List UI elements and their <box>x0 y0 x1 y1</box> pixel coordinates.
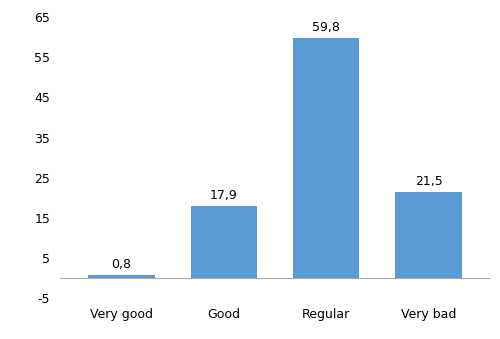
Text: 59,8: 59,8 <box>312 21 340 34</box>
Bar <box>190 206 257 278</box>
Text: 21,5: 21,5 <box>414 175 442 188</box>
Bar <box>88 275 154 278</box>
Bar <box>293 38 360 278</box>
Text: 0,8: 0,8 <box>112 258 132 271</box>
Bar <box>396 192 462 278</box>
Text: 17,9: 17,9 <box>210 189 238 202</box>
